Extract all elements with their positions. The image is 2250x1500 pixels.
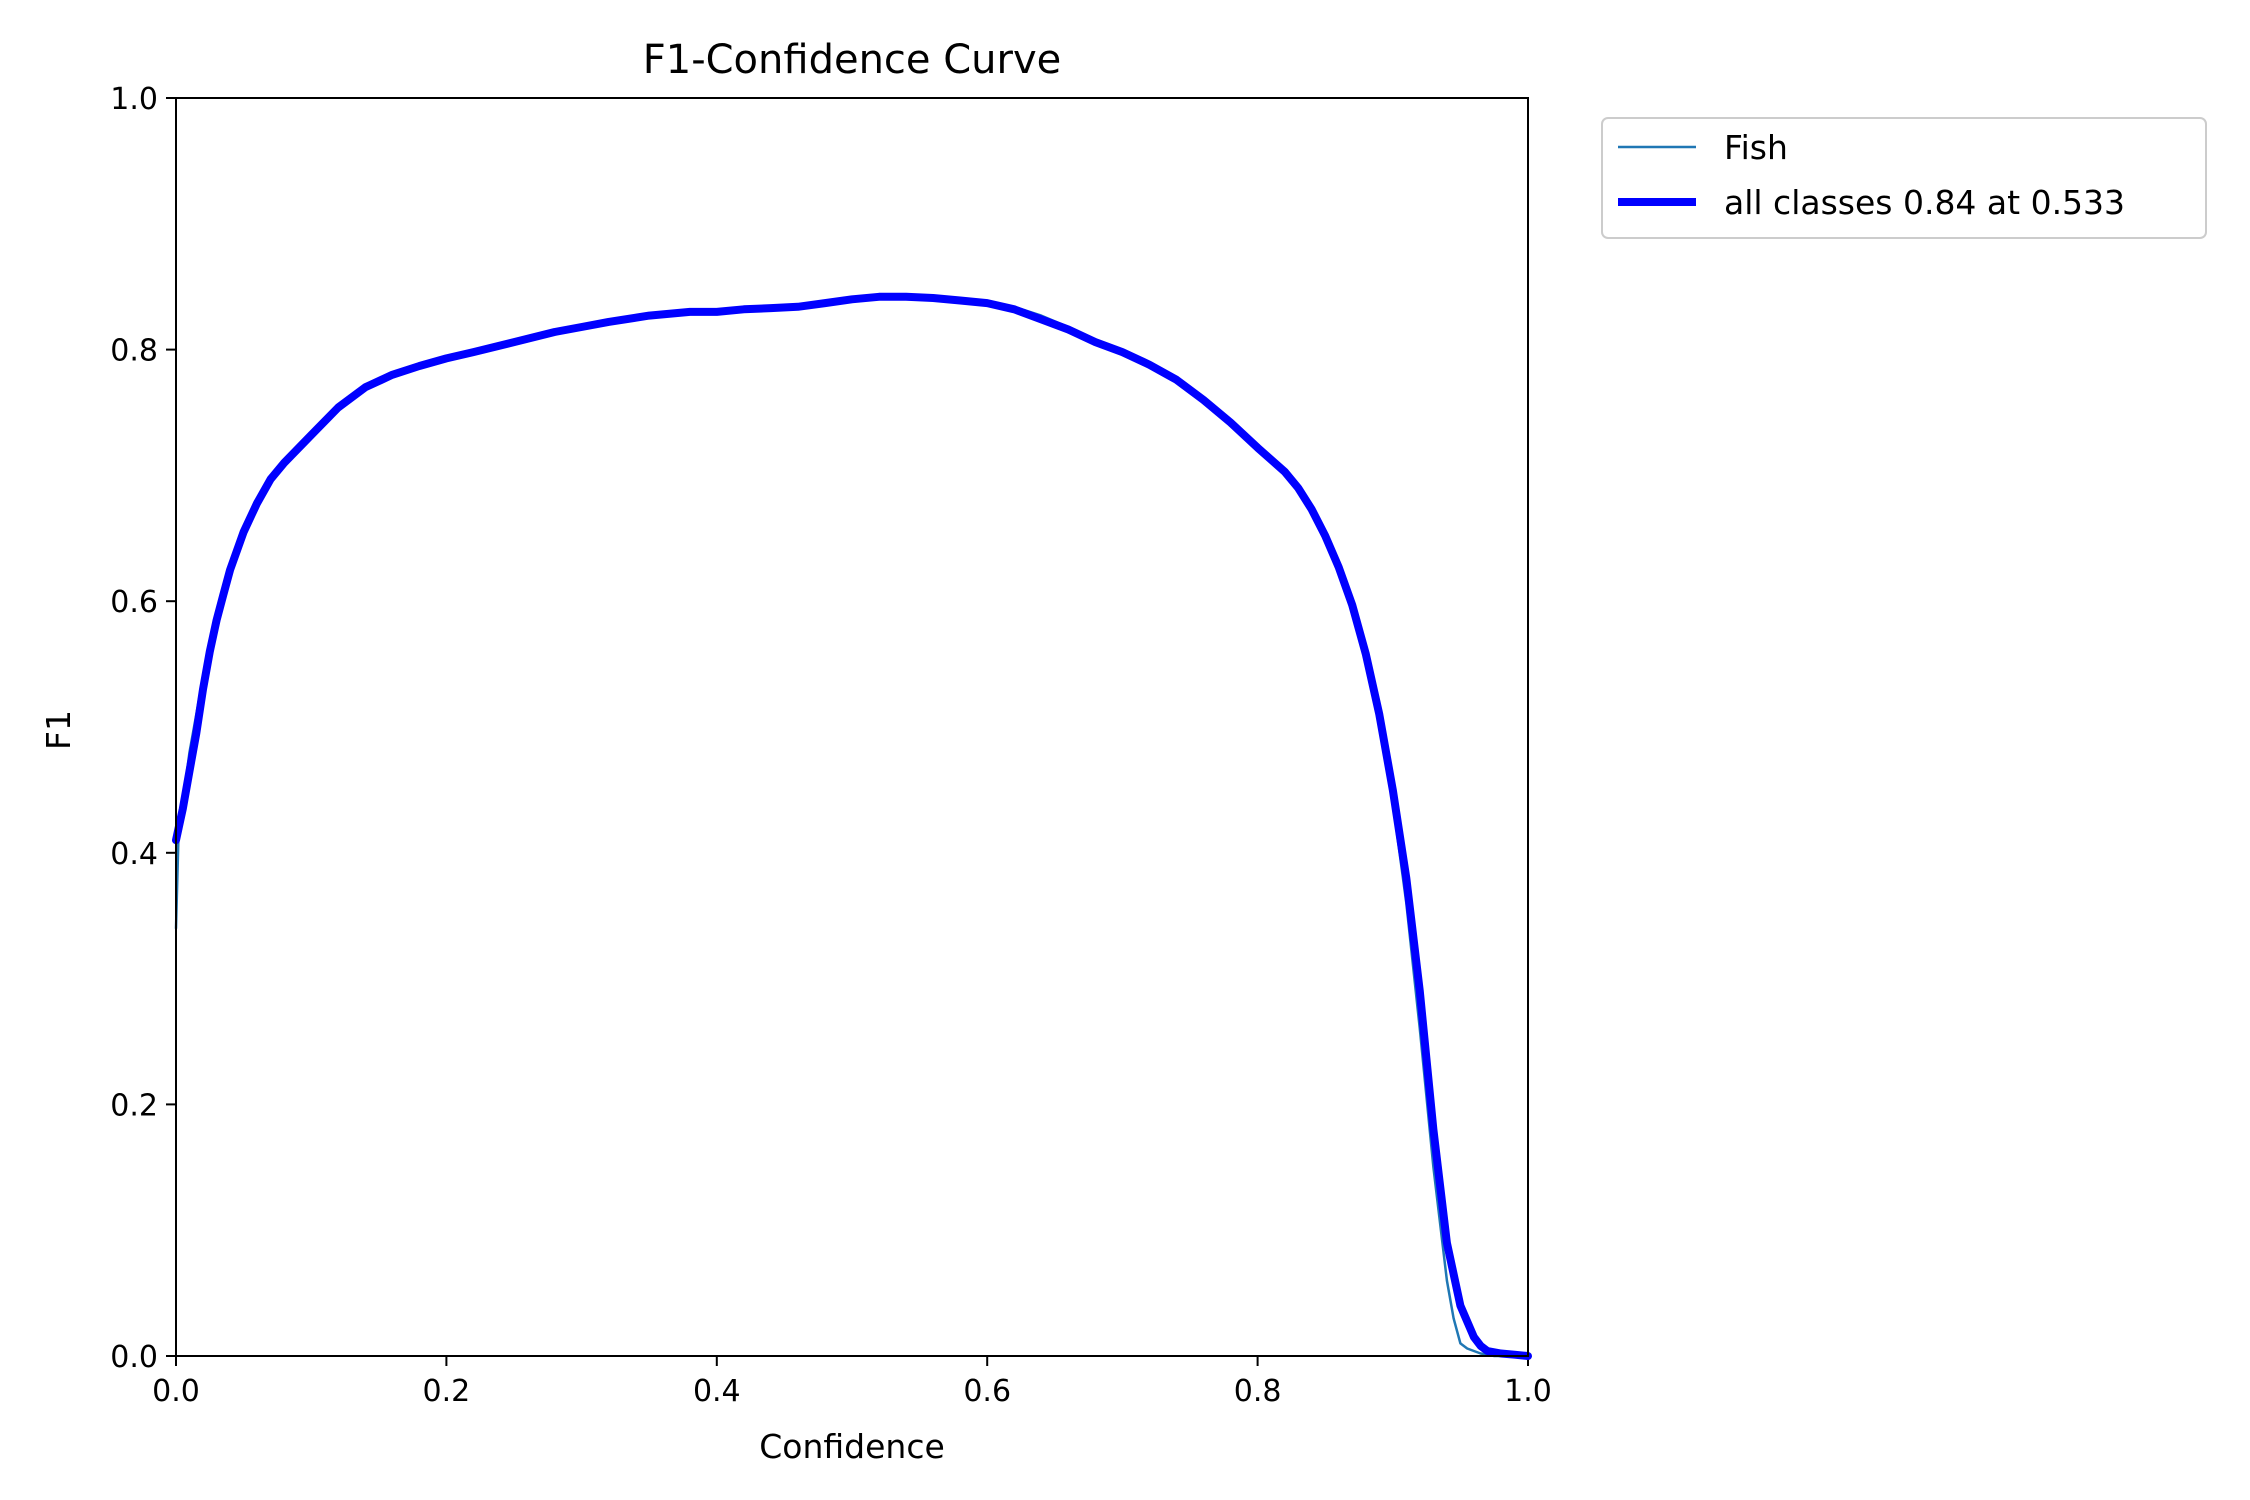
x-tick-label: 1.0 (1504, 1374, 1552, 1409)
series-layer (172, 292, 1532, 1360)
x-axis-ticks: 0.0 0.2 0.4 0.6 0.8 1.0 (152, 1356, 1552, 1409)
y-tick-label: 0.6 (110, 585, 158, 620)
y-tick-label: 0.8 (110, 334, 158, 369)
x-tick-label: 0.4 (693, 1374, 741, 1409)
y-tick-label: 0.4 (110, 837, 158, 872)
x-axis-label: Confidence (759, 1427, 945, 1466)
x-tick-label: 0.0 (152, 1374, 200, 1409)
y-tick-label: 0.0 (110, 1340, 158, 1375)
chart-title: F1-Confidence Curve (643, 37, 1062, 83)
x-tick-label: 0.6 (963, 1374, 1011, 1409)
x-tick-label: 0.2 (423, 1374, 471, 1409)
series-line-all-classes (172, 292, 1532, 1360)
y-tick-label: 1.0 (110, 82, 158, 117)
legend-label-all-classes: all classes 0.84 at 0.533 (1724, 183, 2125, 222)
plot-frame (175, 97, 1529, 1357)
y-tick-label: 0.2 (110, 1088, 158, 1123)
x-tick-label: 0.8 (1234, 1374, 1282, 1409)
legend: Fish all classes 0.84 at 0.533 (1601, 117, 2207, 239)
y-axis-ticks: 0.0 0.2 0.4 0.6 0.8 1.0 (110, 82, 176, 1375)
legend-frame (1601, 117, 2207, 239)
y-axis-label: F1 (39, 710, 78, 750)
legend-label-fish: Fish (1724, 128, 1788, 167)
